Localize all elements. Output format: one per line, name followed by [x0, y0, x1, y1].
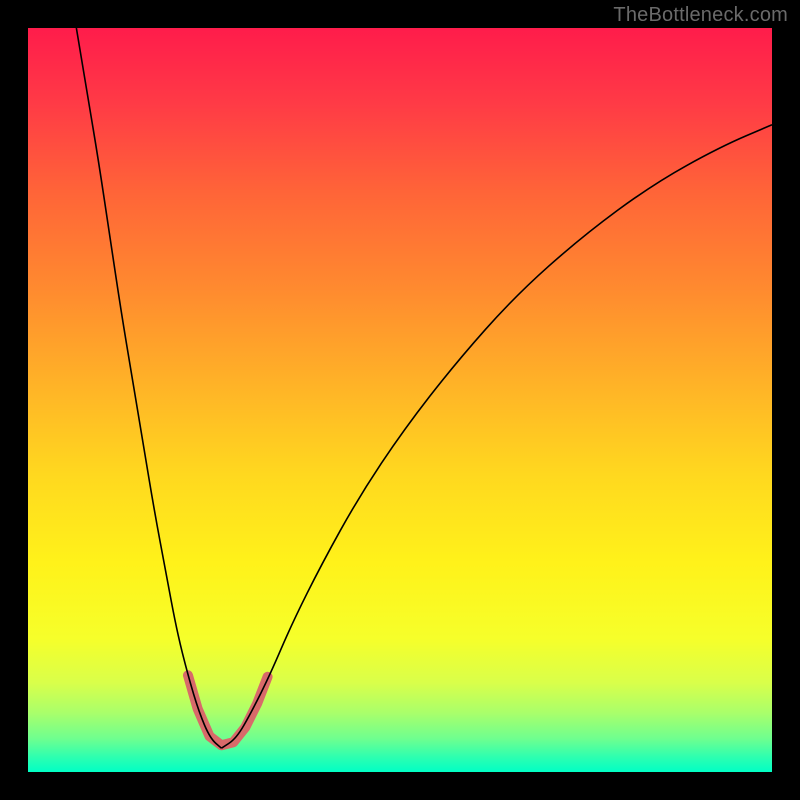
watermark-text: TheBottleneck.com	[613, 4, 788, 27]
bottleneck-curve	[28, 28, 772, 772]
curve-left-branch	[76, 28, 221, 748]
curve-right-branch	[221, 125, 772, 748]
trough-highlight	[188, 675, 268, 745]
chart-frame	[28, 28, 772, 772]
